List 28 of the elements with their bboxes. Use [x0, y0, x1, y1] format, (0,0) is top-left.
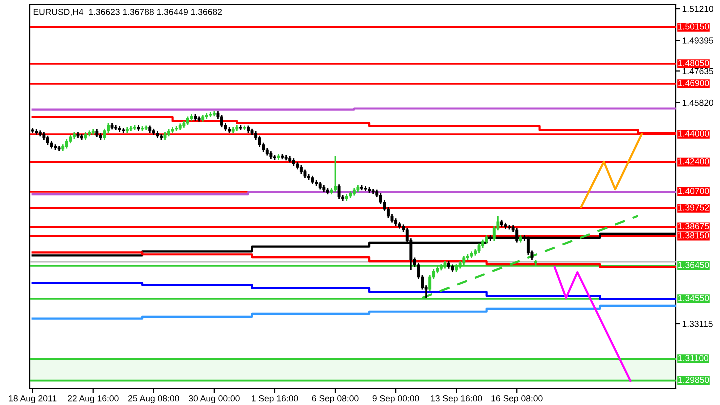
- ref-line-label: 1.50150: [678, 24, 710, 30]
- ref-line-label: 1.38150: [678, 232, 710, 239]
- ref-line-label: 1.39752: [678, 204, 710, 211]
- y-tick-label: 1.49395: [682, 38, 714, 44]
- y-tick-label: 1.51210: [682, 6, 714, 12]
- y-tick-label: 1.47635: [682, 68, 714, 74]
- y-tick-label: 1.33115: [682, 321, 713, 328]
- ref-line-label: 1.29850: [678, 376, 710, 384]
- x-tick-label: 6 Sep 08:00: [312, 395, 359, 404]
- ref-line-label: 1.48050: [678, 60, 710, 66]
- x-tick-label: 1 Sep 16:00: [252, 395, 298, 404]
- x-tick-label: 18 Aug 2011: [9, 395, 57, 404]
- ref-line-label: 1.36450: [678, 262, 710, 268]
- ref-line-label: 1.40700: [678, 188, 710, 194]
- x-tick-label: 30 Aug 00:00: [188, 395, 240, 404]
- y-tick-label: 1.45820: [682, 100, 714, 106]
- ref-line-label: 1.42400: [678, 158, 710, 165]
- ref-line-label: 1.46900: [678, 80, 710, 86]
- ref-line-label: 1.31100: [678, 355, 709, 362]
- x-tick-label: 22 Aug 16:00: [68, 395, 119, 404]
- chart-title: EURUSD,H4 1.36623 1.36788 1.36449 1.36682: [34, 9, 222, 16]
- x-tick-label: 16 Sep 08:00: [492, 395, 543, 404]
- x-tick-label: 9 Sep 00:00: [372, 395, 420, 404]
- x-tick-label: 13 Sep 16:00: [431, 395, 482, 404]
- ref-line-label: 1.34550: [678, 295, 710, 302]
- x-tick-label: 25 Aug 08:00: [128, 395, 180, 404]
- ref-line-label: 1.38675: [678, 223, 710, 230]
- ref-line-label: 1.44000: [678, 130, 710, 137]
